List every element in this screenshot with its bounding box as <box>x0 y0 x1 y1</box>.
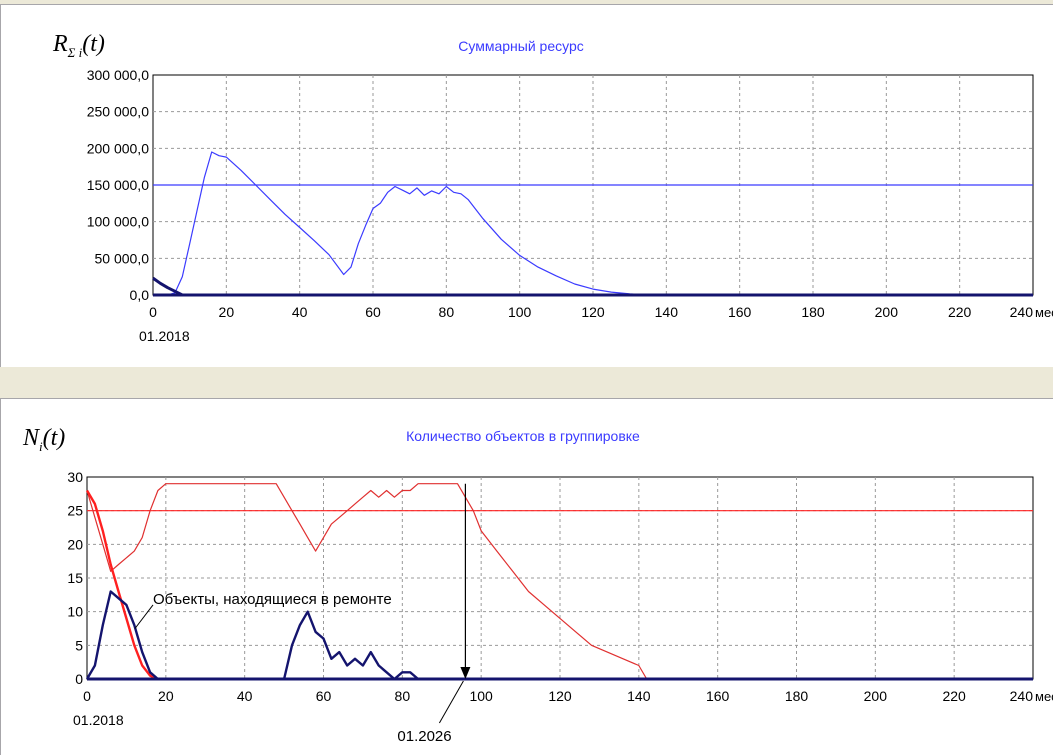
x-tick-label: 200 <box>864 688 888 704</box>
x-tick-label: 200 <box>875 304 899 320</box>
repair-annotation-leader <box>134 604 154 629</box>
series-line <box>85 489 1033 681</box>
y-tick-label: 50 000,0 <box>95 250 150 266</box>
chart-title: Количество объектов в группировке <box>406 428 640 444</box>
series-line <box>153 151 1033 296</box>
x-tick-label: 20 <box>219 304 235 320</box>
x-tick-label: 120 <box>581 304 605 320</box>
x-tick-label: 0 <box>149 304 157 320</box>
y-tick-label: 20 <box>67 536 83 552</box>
x-tick-label: 120 <box>548 688 572 704</box>
x-tick-label: 160 <box>706 688 730 704</box>
x-tick-label: 160 <box>728 304 752 320</box>
x-tick-label: 240 <box>1010 304 1034 320</box>
y-tick-label: 100 000,0 <box>87 214 149 230</box>
series-line <box>86 483 1033 680</box>
x-tick-label: 60 <box>365 304 381 320</box>
y-tick-label: 0,0 <box>130 287 150 303</box>
y-tick-label: 150 000,0 <box>87 177 149 193</box>
y-tick-label: 10 <box>67 604 83 620</box>
x-tick-label: 20 <box>158 688 174 704</box>
objects-chart-panel: 020406080100120140160180200220240мес01.2… <box>0 398 1053 755</box>
repair-annotation-label: Объекты, находящиеся в ремонте <box>153 591 392 608</box>
y-tick-label: 200 000,0 <box>87 140 149 156</box>
series-line <box>85 590 1033 681</box>
x-tick-label: 140 <box>655 304 679 320</box>
marker-arrow-head <box>460 667 471 679</box>
x-tick-label: 100 <box>508 304 532 320</box>
x-tick-label: 0 <box>83 688 91 704</box>
x-tick-label: 80 <box>395 688 411 704</box>
x-tick-label: 40 <box>292 304 308 320</box>
marker-leader-line <box>438 680 464 724</box>
y-tick-label: 25 <box>67 503 83 519</box>
y-tick-label: 300 000,0 <box>87 67 149 83</box>
x-unit-label: мес <box>1035 305 1053 320</box>
x-tick-label: 240 <box>1010 688 1034 704</box>
y-tick-label: 250 000,0 <box>87 104 149 120</box>
resource-chart-panel: 0 20 40 60 80 100 120 140 160 180 200 220 240мес 01.2… <box>0 4 1053 367</box>
y-tick-label: 0 <box>75 671 83 687</box>
chart-title: Суммарный ресурс <box>458 38 583 54</box>
x-tick-label: 180 <box>801 304 825 320</box>
y-tick-label: 30 <box>67 469 83 485</box>
x-tick-label: 60 <box>316 688 332 704</box>
y-tick-label: 15 <box>67 570 83 586</box>
x-tick-label: 140 <box>627 688 651 704</box>
x-unit-label: мес <box>1035 689 1053 704</box>
y-axis-symbol: Ni(t) <box>22 425 65 454</box>
marker-date-label: 01.2026 <box>397 728 451 745</box>
objects-chart: 020406080100120140160180200220240мес01.2… <box>22 425 1053 745</box>
start-date-label: 01.2018 <box>73 712 124 728</box>
x-tick-label: 180 <box>785 688 809 704</box>
x-tick-label: 100 <box>469 688 493 704</box>
start-date-label: 01.2018 <box>139 328 190 344</box>
resource-chart: 0 20 40 60 80 100 120 140 160 180 200 220 240мес 01.2… <box>52 31 1053 344</box>
x-tick-label: 40 <box>237 688 253 704</box>
x-tick-label: 80 <box>439 304 455 320</box>
y-axis-symbol: RΣ i(t) <box>52 31 105 60</box>
x-tick-label: 220 <box>948 304 972 320</box>
y-tick-label: 5 <box>75 637 83 653</box>
x-tick-label: 220 <box>942 688 966 704</box>
